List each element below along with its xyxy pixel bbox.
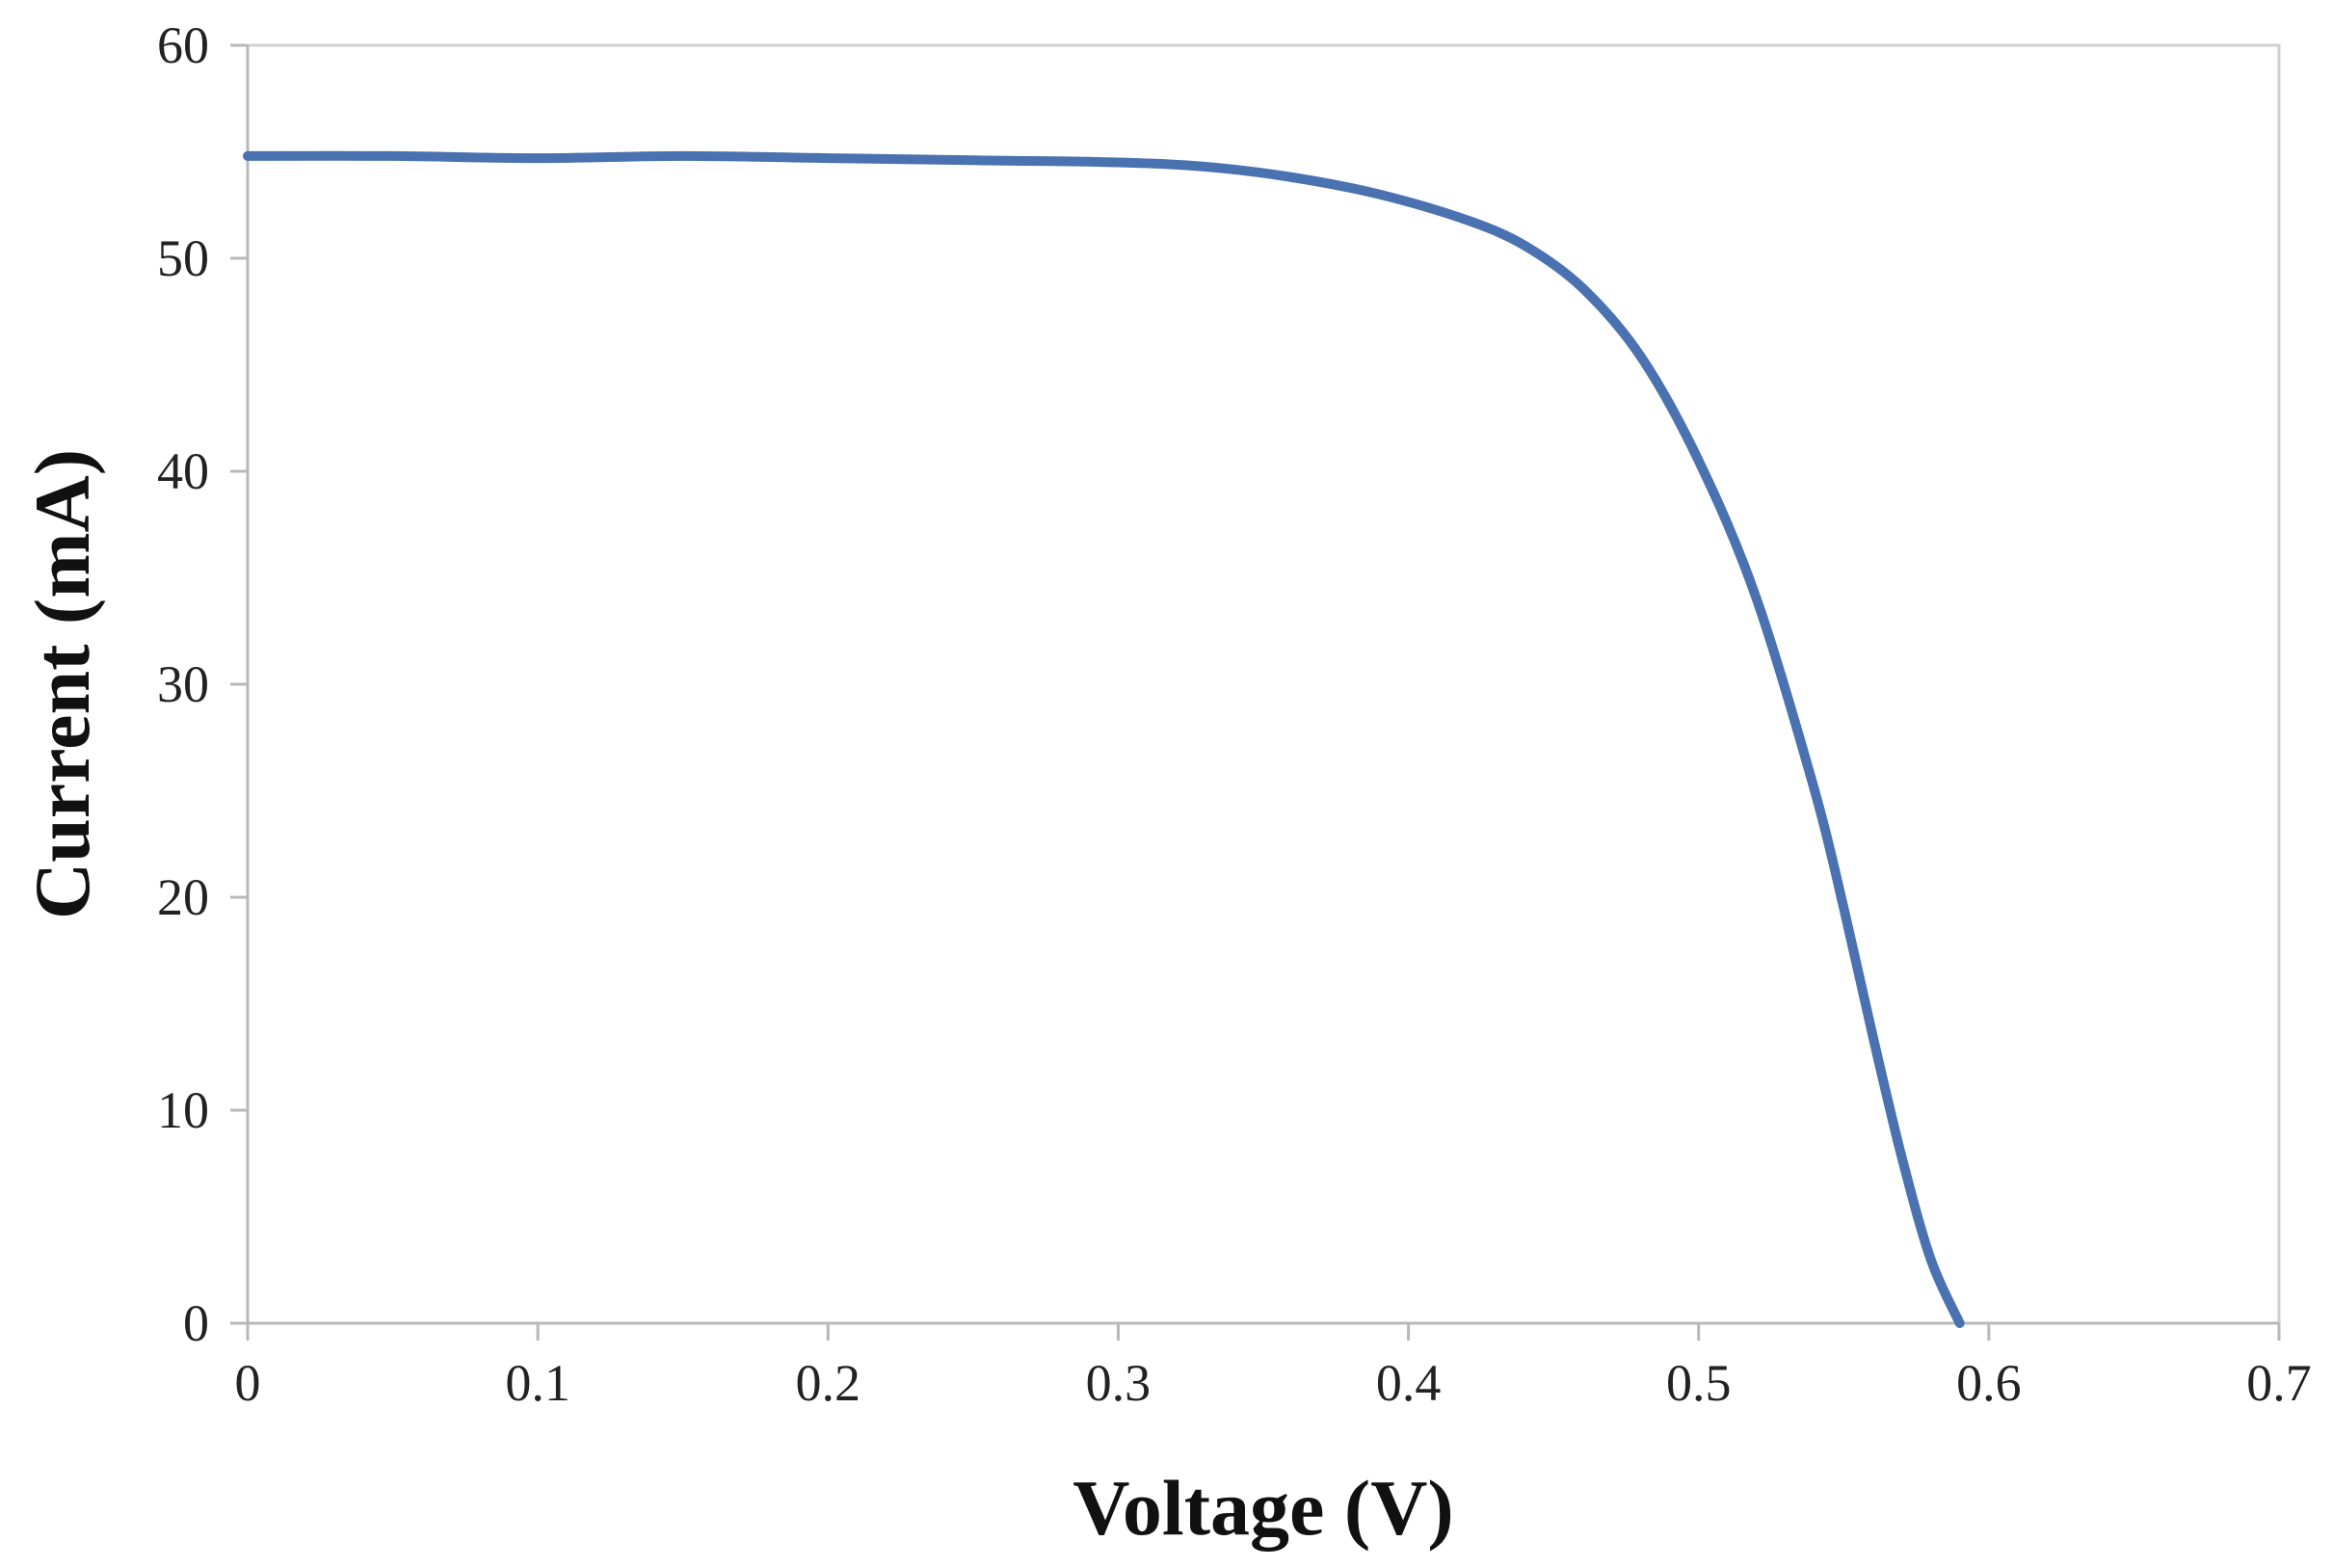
y-tick-label: 40	[157, 442, 209, 500]
x-axis-ticks: 0 0.1 0.2 0.3 0.4 0.5 0.6 0.7	[235, 1323, 2312, 1412]
iv-curve-line	[243, 150, 1965, 1328]
plot-area-border	[246, 43, 2281, 1325]
x-tick-label: 0.2	[796, 1354, 861, 1412]
x-tick-label: 0.6	[1956, 1354, 2022, 1412]
y-axis-title: Current (mA)	[18, 449, 106, 919]
y-tick-label: 60	[157, 16, 209, 74]
y-axis-ticks: 0 10 20 30 40 50 60	[157, 16, 248, 1352]
y-tick-label: 50	[157, 229, 209, 287]
x-tick-label: 0.5	[1666, 1354, 1732, 1412]
series-layer	[243, 150, 1965, 1328]
x-tick-label: 0.1	[505, 1354, 570, 1412]
y-tick-label: 0	[183, 1294, 209, 1352]
y-tick-label: 10	[157, 1081, 209, 1139]
x-tick-label: 0.4	[1376, 1354, 1442, 1412]
x-axis-title: Voltage (V)	[1073, 1464, 1454, 1552]
y-tick-label: 30	[157, 655, 209, 713]
x-tick-label: 0.7	[2246, 1354, 2312, 1412]
x-tick-label: 0.3	[1086, 1354, 1152, 1412]
y-tick-label: 20	[157, 868, 209, 926]
x-tick-label: 0	[235, 1354, 261, 1412]
